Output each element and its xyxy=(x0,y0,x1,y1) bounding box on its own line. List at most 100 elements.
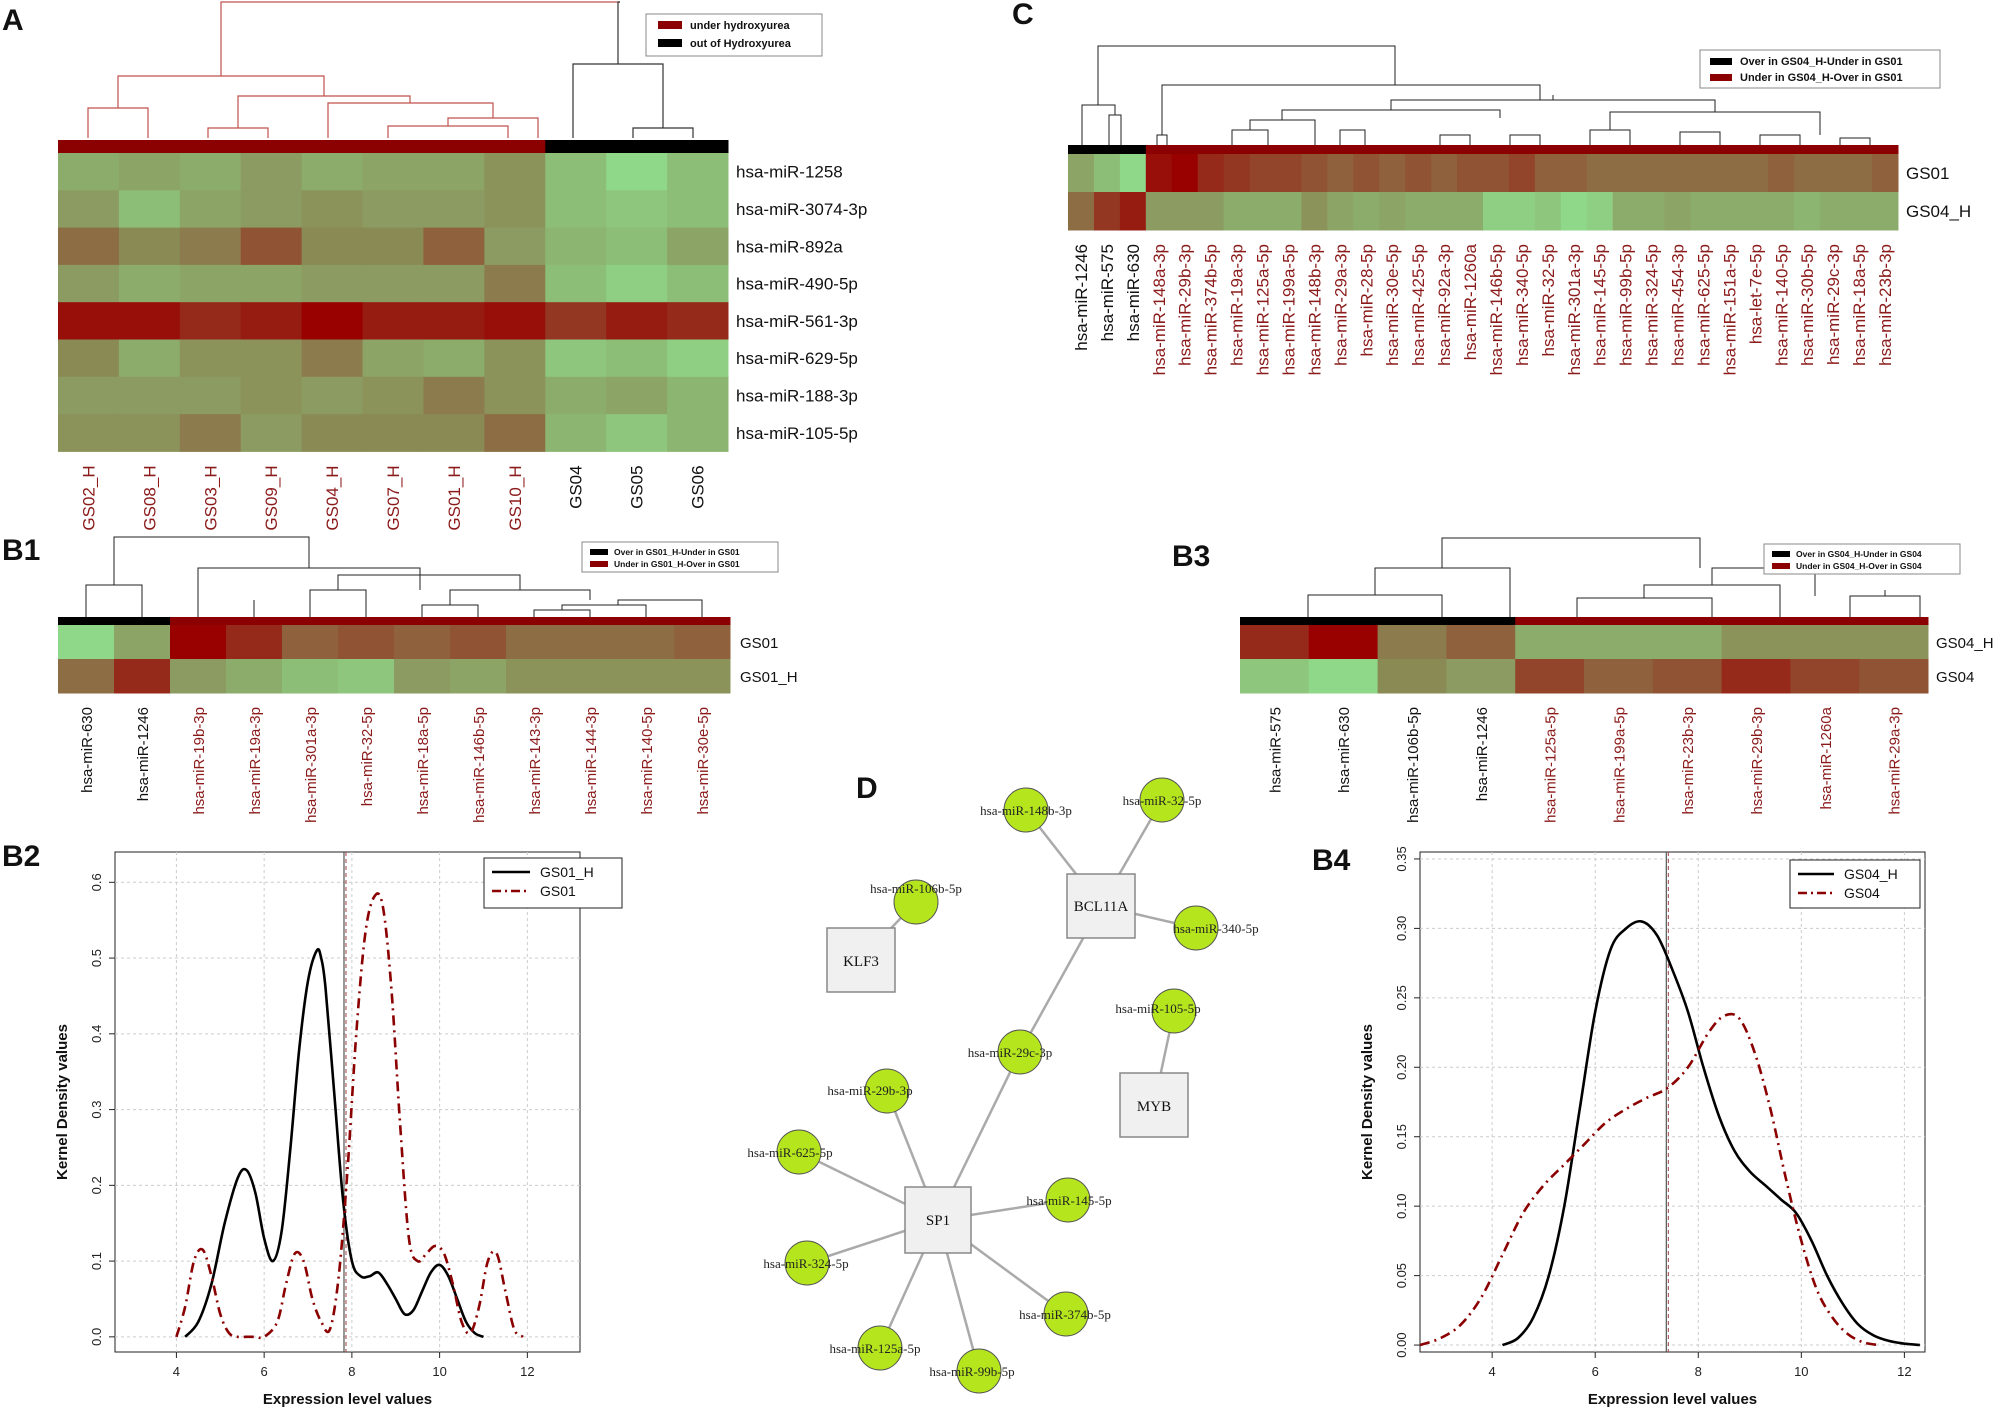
mirna-label-99b: hsa-miR-99b-5p xyxy=(929,1364,1014,1379)
panel-a-legend: under hydroxyurea out of Hydroxyurea xyxy=(645,13,823,57)
heatmap-cell xyxy=(1446,625,1516,660)
column-label: GS02_H xyxy=(79,465,98,530)
heatmap-cell xyxy=(1846,154,1873,193)
column-label: hsa-miR-23b-3p xyxy=(1876,244,1895,366)
heatmap-cell xyxy=(606,153,668,191)
heatmap-cell xyxy=(484,264,546,303)
gene-label-bcl11a: BCL11A xyxy=(1074,899,1129,915)
heatmap-cell xyxy=(450,625,507,660)
row-label: GS04_H xyxy=(1936,635,1994,652)
gene-node-bcl11a: BCL11A xyxy=(1066,873,1136,939)
heatmap-cell xyxy=(545,153,607,191)
heatmap-cell xyxy=(179,264,242,303)
heatmap-cell xyxy=(450,659,507,694)
heatmap-cell xyxy=(179,414,242,452)
column-label: hsa-miR-425-5p xyxy=(1409,244,1428,366)
heatmap-cell xyxy=(545,302,607,340)
mirna-node-145: hsa-miR-145-5p xyxy=(1026,1177,1112,1223)
column-label: hsa-miR-1246 xyxy=(135,707,152,801)
group-bar-cell xyxy=(394,617,451,625)
heatmap-cell xyxy=(1353,154,1380,193)
heatmap-cell xyxy=(1068,154,1095,193)
row-label: hsa-miR-1258 xyxy=(736,163,843,182)
heatmap-cell xyxy=(674,659,731,694)
heatmap-cell xyxy=(1377,625,1447,660)
heatmap-cell xyxy=(1431,192,1458,231)
heatmap-cell xyxy=(484,227,546,266)
heatmap-cell xyxy=(58,190,120,229)
column-label: GS06 xyxy=(689,465,708,508)
panel-a-dendrogram xyxy=(87,1,694,138)
heatmap-cell xyxy=(240,153,303,191)
heatmap-cell xyxy=(362,264,424,303)
heatmap-cell xyxy=(1301,192,1328,231)
panel-b4-plot: 4 6 8 10 12 0.00 0.05 0.10 0.15 0.20 0.25 0.30 0.35 E… xyxy=(1359,846,1926,1408)
group-bar-cell xyxy=(562,617,619,625)
heatmap-cell xyxy=(1638,192,1666,231)
x-tick-label: 12 xyxy=(520,1364,534,1379)
heatmap-cell xyxy=(240,376,303,415)
panel-b1-dendrogram xyxy=(85,536,703,617)
column-label: hsa-miR-146b-5p xyxy=(471,707,488,823)
heatmap-cell xyxy=(1859,625,1929,660)
heatmap-cell xyxy=(1405,154,1432,193)
panel-a-heatmap xyxy=(58,140,729,452)
heatmap-cell xyxy=(423,339,485,378)
heatmap-cell xyxy=(484,376,546,415)
legend-swatch-over xyxy=(590,549,608,555)
heatmap-cell xyxy=(1275,192,1302,231)
panel-b2-plot: 4 6 8 10 12 0.0 0.1 0.2 0.3 0.4 0.5 0.6 Expression l… xyxy=(54,851,581,1408)
group-bar-cell xyxy=(1405,145,1432,154)
network-genes: BCL11A KLF3 MYB SP1 xyxy=(826,873,1189,1254)
x-tick-label: 8 xyxy=(348,1364,355,1379)
plot-frame xyxy=(1419,851,1926,1353)
heatmap-cell xyxy=(1457,154,1484,193)
group-bar-cell xyxy=(450,617,507,625)
column-label: hsa-miR-144-3p xyxy=(583,707,600,815)
heatmap-cell xyxy=(606,376,668,415)
column-label: hsa-miR-145-5p xyxy=(1591,244,1610,366)
y-axis-label: Kernel Density values xyxy=(54,1024,71,1180)
heatmap-cell xyxy=(484,190,546,229)
heatmap-cell xyxy=(338,659,395,694)
heatmap-cell xyxy=(1197,192,1225,231)
heatmap-cell xyxy=(606,414,668,452)
heatmap-cell xyxy=(1308,625,1379,660)
heatmap-cell xyxy=(606,339,668,378)
heatmap-cell xyxy=(1690,192,1717,231)
column-label: GS09_H xyxy=(262,465,281,530)
group-bar-cell xyxy=(1560,145,1588,154)
column-label: hsa-miR-1246 xyxy=(1474,707,1491,801)
row-label: GS01 xyxy=(740,635,778,652)
mirna-node-105: hsa-miR-105-5p xyxy=(1115,988,1201,1034)
heatmap-cell xyxy=(1197,154,1225,193)
heatmap-cell xyxy=(1145,154,1173,193)
heatmap-cell xyxy=(545,190,607,229)
heatmap-cell xyxy=(1612,154,1640,193)
group-bar-cell xyxy=(1790,617,1860,625)
group-bar-cell xyxy=(1093,145,1121,154)
row-label: GS04 xyxy=(1936,669,1974,686)
group-bar-cell xyxy=(1721,617,1791,625)
heatmap-cell xyxy=(484,153,546,191)
panel-b1-row-labels: GS01 GS01_H xyxy=(740,635,798,686)
heatmap-cell xyxy=(282,659,339,694)
mirna-label-32: hsa-miR-32-5p xyxy=(1123,793,1202,808)
group-bar-cell xyxy=(301,140,364,153)
heatmap-cell xyxy=(1145,192,1173,231)
x-tick-label: 6 xyxy=(261,1364,268,1379)
heatmap-cell xyxy=(1664,192,1691,231)
heatmap-cell xyxy=(1794,192,1821,231)
heatmap-cell xyxy=(667,190,729,229)
heatmap-cell xyxy=(1275,154,1302,193)
heatmap-cell xyxy=(301,264,364,303)
heatmap-cell xyxy=(484,339,546,378)
heatmap-cell xyxy=(1768,192,1795,231)
mirna-node-340: hsa-miR-340-5p xyxy=(1173,905,1259,951)
heatmap-cell xyxy=(179,190,242,229)
group-bar-cell xyxy=(1379,145,1406,154)
y-tick-label: 0.25 xyxy=(1394,985,1409,1010)
heatmap-cell xyxy=(1612,192,1640,231)
heatmap-cell xyxy=(1457,192,1484,231)
